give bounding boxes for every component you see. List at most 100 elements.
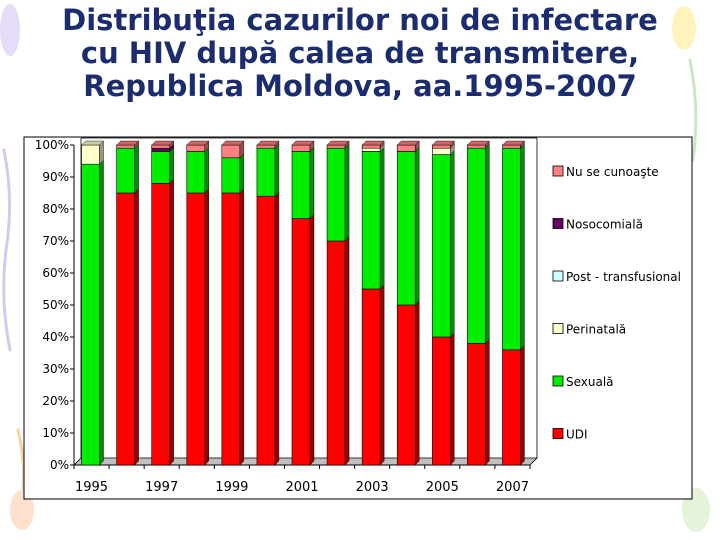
bar-top-face [116,140,140,146]
bar-top-face [291,140,315,146]
legend-swatch [552,270,564,282]
bar-segment [467,343,486,466]
bar-segment [221,144,241,159]
x-tick-label: 1997 [145,480,178,495]
bar-segment-side [274,143,280,197]
bar-segment-side [204,146,209,194]
y-tick-label: 40% [42,330,69,344]
bar-segment [502,144,521,149]
bar-segment [467,147,486,344]
bar-segment-side [415,146,420,306]
bar-segment-side [450,150,455,338]
bar-segment [291,151,311,219]
bar-segment-side [274,191,280,466]
bar-segment [396,151,416,306]
x-tick-label: 2005 [426,480,459,495]
bar-segment [502,349,521,466]
bar-segment [432,147,451,155]
balloon-decoration [10,490,34,530]
bar-segment [186,151,206,194]
bar-segment [326,144,346,149]
legend-label: Sexuală [566,375,614,389]
bar-segment [186,192,206,466]
legend-swatch [552,428,564,439]
bar-segment-side [344,236,350,466]
bar-segment-side [134,188,139,466]
balloon-decoration [672,6,696,50]
bar-segment [256,195,276,466]
balloon-decoration [0,4,20,56]
bar-segment [186,144,206,152]
title-line: Republica Moldova, aa.1995-2007 [83,69,637,103]
bar-segment [256,147,276,197]
bar-segment-side [99,159,104,466]
bar-segment [291,144,311,152]
bar-top-face [431,140,455,146]
y-tick-label: 100% [35,138,69,152]
y-tick-label: 30% [42,362,69,376]
bar-top-face [221,140,245,146]
legend-label: Nu se cunoaşte [566,165,659,179]
y-tick-label: 80% [42,202,69,216]
legend-label: UDI [566,428,588,442]
bar-segment-side [450,332,455,466]
y-tick-label: 60% [42,266,69,280]
x-tick-label: 2001 [285,480,318,495]
bar-segment [361,144,381,149]
bar-segment [116,144,135,149]
bar-segment [151,144,170,149]
bar-segment [81,144,100,165]
bar-segment [221,192,241,466]
legend-label: Post - transfusional [566,270,681,284]
bar-segment-side [309,146,315,220]
bar-segment-side [379,284,385,466]
bar-segment [81,163,100,466]
bar-segment [151,147,170,152]
bar-top-face [361,140,385,146]
bar-top-face [396,140,420,146]
bar-top-face [256,140,280,146]
y-tick-label: 70% [42,234,69,248]
y-tick-label: 0% [50,458,69,472]
bar-top-face [326,140,350,146]
bar-segment-side [485,143,490,344]
bar-top-face [501,140,525,146]
bar-segment [432,144,451,149]
legend-label: Nosocomială [566,218,643,232]
y-tick-label: 50% [42,298,69,312]
bar-segment-side [169,146,174,184]
x-tick-label: 2003 [356,480,389,495]
bar-top-face [81,140,105,146]
bar-top-face [151,140,175,146]
bar-segment [361,147,381,152]
bar-segment [326,240,346,466]
bar-segment [326,147,346,242]
legend-swatch [552,323,564,334]
bar-segment [291,218,311,466]
bar-segment-side [379,146,385,290]
bar-segment [116,192,135,466]
title-line: cu HIV după calea de transmitere, [80,36,640,70]
bar-segment-side [169,178,174,466]
bar-segment-side [485,338,490,466]
bar-segment-side [239,153,245,194]
bar-segment [432,154,451,338]
bar-segment-side [309,214,315,466]
bar-top-face [186,140,210,146]
bar-segment [361,151,381,290]
bar-segment-side [204,188,209,466]
bar-segment-side [239,188,245,466]
y-tick-label: 20% [42,394,69,408]
bar-segment [502,147,521,351]
bar-segment [151,183,170,466]
y-tick-label: 10% [42,426,69,440]
x-tick-label: 2007 [496,480,529,495]
bar-segment [221,157,241,194]
bar-segment-side [344,143,350,242]
bar-segment [396,144,416,152]
title-line: Distribuţia cazurilor noi de infectare [62,3,658,37]
slide-title: Distribuţia cazurilor noi de infectare c… [0,4,720,103]
bar-segment [361,288,381,466]
bar-segment-side [134,143,139,194]
